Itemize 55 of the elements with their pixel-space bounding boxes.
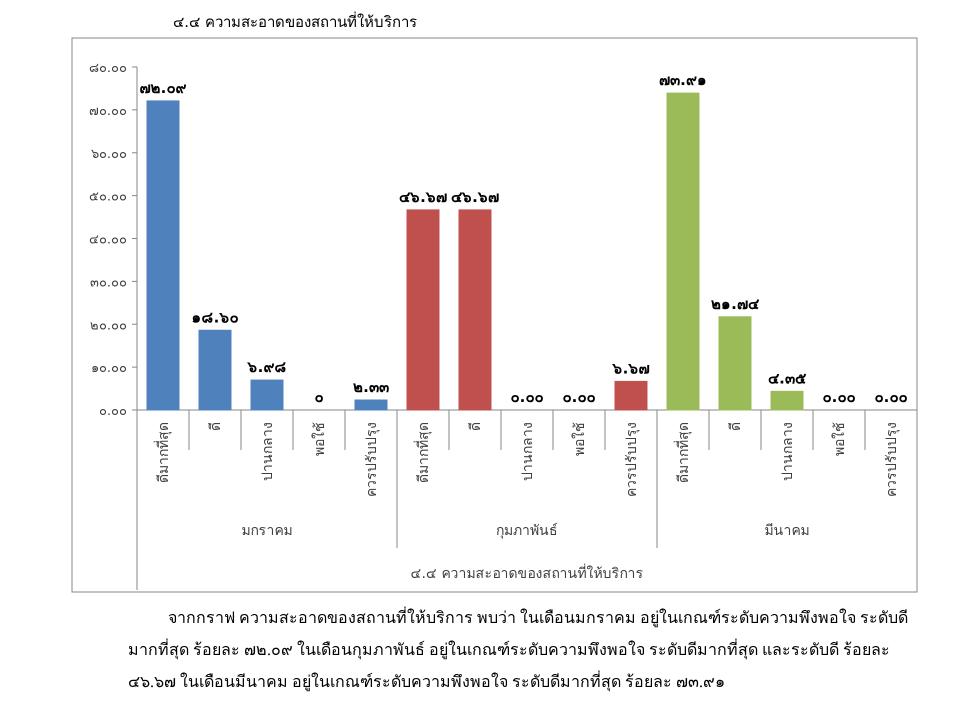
x-tick-label: ปานกลาง bbox=[260, 422, 276, 481]
x-tick-label: พอใช้ bbox=[831, 422, 848, 456]
data-label: ๔๖.๖๗ bbox=[399, 188, 447, 206]
bar bbox=[770, 390, 804, 410]
x-tick-label: ควรปรับปรุง bbox=[624, 422, 640, 497]
x-tick-label: ดีมากที่สุด bbox=[414, 422, 432, 483]
data-label: ๖.๙๘ bbox=[246, 358, 286, 376]
x-tick-label: ปานกลาง bbox=[520, 422, 536, 481]
text: จากกราฟ ความสะอาดของสถานที่ให้บริการ พบว่า ในเดือนมกราคม อยู่ในเกณฑ์ระดับความพึงพอใจ ระดับดีมากที่สุด ร้อยละ ๗๒.๐๙ ในเดือนกุมภาพันธ์ อยู่ในเกณฑ์ระดับความพึงพอใจ ระดับดีมากที่สุด และระดับดี ร้อยละ ๔๖.๖๗ ในเดือนมีนาคม อยู่ในเกณฑ์ระดับความพึงพอใจ ระดับดีมากที่สุด ร้อยละ ๗๓.๙๑ bbox=[128, 606, 909, 694]
x-tick-label: ดี bbox=[468, 422, 484, 431]
x-tick-label: ควรปรับปรุง bbox=[884, 422, 900, 497]
bar bbox=[718, 316, 752, 410]
text: มกราคม bbox=[242, 523, 292, 539]
y-tick-label: ๘๐.๐๐ bbox=[88, 61, 127, 76]
y-tick-label: ๗๐.๐๐ bbox=[88, 104, 127, 119]
x-axis-title: ๔.๔ ความสะอาดของสถานที่ให้บริการ bbox=[410, 564, 644, 582]
y-tick-label: ๒๐.๐๐ bbox=[90, 318, 127, 334]
y-tick-label: ๓๐.๐๐ bbox=[90, 275, 127, 290]
y-tick-label: ๔๐.๐๐ bbox=[88, 232, 127, 248]
text: กุมภาพันธ์ bbox=[496, 522, 558, 539]
y-tick-label: ๐.๐๐ bbox=[98, 404, 127, 419]
y-tick-label: ๑๐.๐๐ bbox=[90, 361, 127, 376]
data-label: ๒๑.๗๔ bbox=[711, 294, 760, 313]
bar bbox=[458, 209, 492, 410]
bar bbox=[666, 92, 700, 410]
data-label: ๗๓.๙๑ bbox=[659, 71, 707, 90]
data-label: ๒.๓๓ bbox=[353, 378, 389, 396]
x-tick-label: พอใช้ bbox=[311, 422, 328, 456]
data-label: ๖.๖๗ bbox=[612, 359, 650, 378]
y-tick-label: ๕๐.๐๐ bbox=[88, 190, 127, 205]
x-tick-label: ควรปรับปรุง bbox=[364, 422, 380, 497]
x-tick-label: พอใช้ bbox=[571, 422, 588, 456]
data-label: ๐.๐๐ bbox=[822, 388, 856, 406]
x-tick-label: ดีมากที่สุด bbox=[154, 422, 172, 483]
data-label: ๑๘.๖๐ bbox=[192, 308, 238, 326]
bar bbox=[250, 380, 284, 410]
title: ๔.๔ ความสะอาดของสถานที่ให้บริการ bbox=[173, 13, 417, 31]
y-tick-label: ๖๐.๐๐ bbox=[90, 146, 127, 162]
x-tick-label: ดีมากที่สุด bbox=[674, 422, 692, 483]
x-tick-label: ปานกลาง bbox=[780, 422, 796, 481]
x-tick-label: ดี bbox=[208, 422, 224, 431]
text: มีนาคม bbox=[764, 523, 810, 539]
bar bbox=[198, 330, 232, 410]
data-label: ๐ bbox=[314, 388, 324, 406]
data-label: ๐.๐๐ bbox=[510, 388, 544, 406]
x-tick-label: ดี bbox=[728, 422, 744, 431]
bar bbox=[614, 380, 648, 410]
bar bbox=[146, 100, 180, 410]
bar bbox=[406, 209, 440, 410]
data-label: ๔.๓๕ bbox=[768, 369, 807, 388]
data-label: ๔๖.๖๗ bbox=[451, 188, 499, 206]
bar bbox=[354, 400, 388, 410]
data-label: ๐.๐๐ bbox=[874, 388, 908, 406]
data-label: ๗๒.๐๙ bbox=[140, 78, 186, 97]
data-label: ๐.๐๐ bbox=[562, 388, 596, 406]
